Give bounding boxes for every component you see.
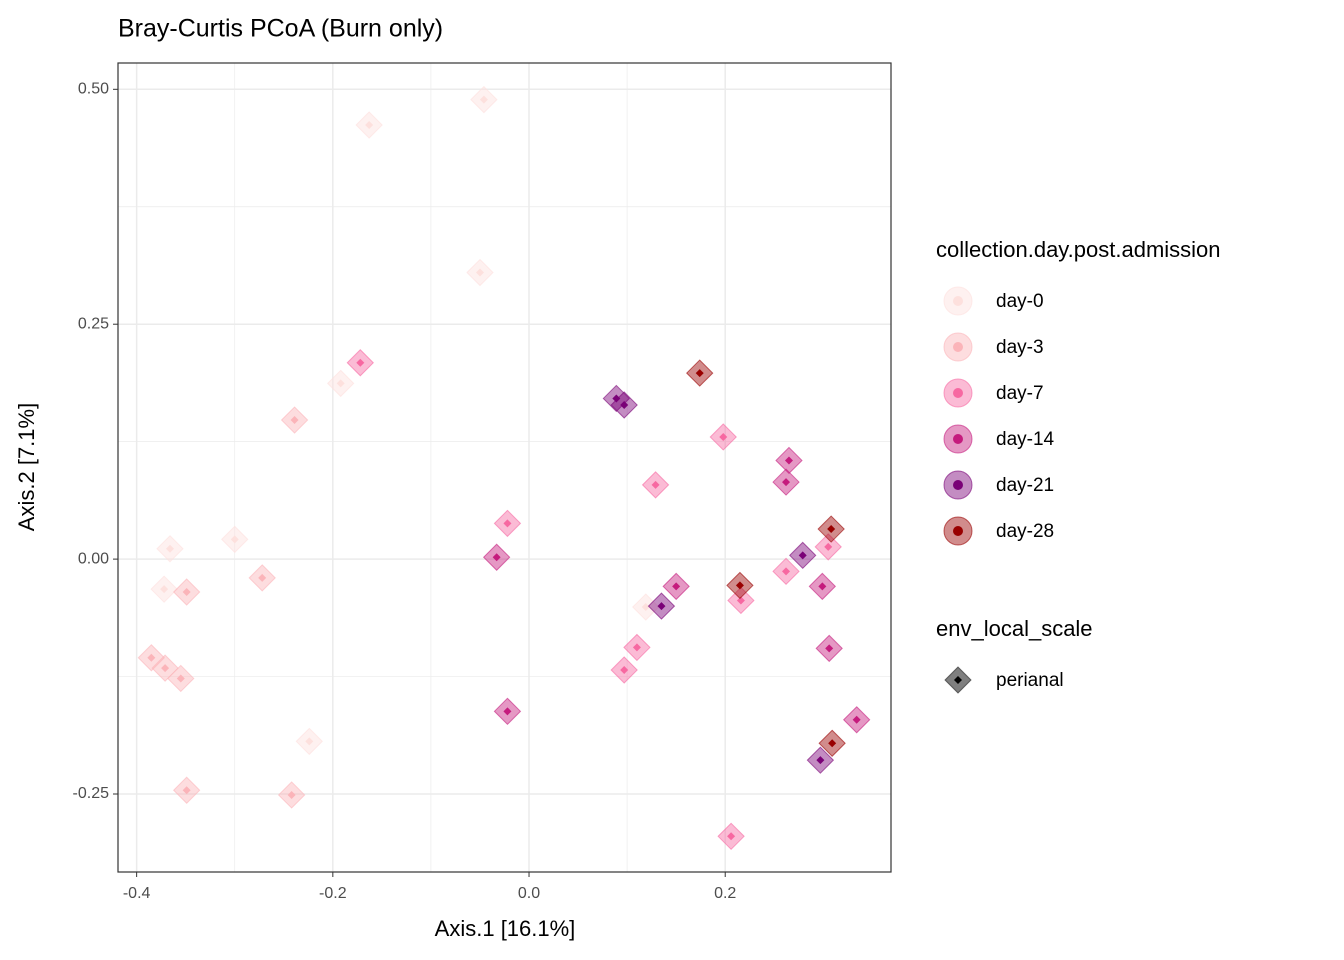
point-center xyxy=(641,603,650,612)
point-center xyxy=(825,644,834,653)
point-center xyxy=(735,581,744,590)
point-center xyxy=(782,567,791,576)
shape-legend-title: env_local_scale xyxy=(936,616,1093,641)
point-center xyxy=(784,456,793,465)
point-center xyxy=(827,525,836,534)
point-center xyxy=(182,786,191,795)
x-tick-label: 0.2 xyxy=(714,885,736,902)
point-center xyxy=(479,95,488,104)
point-center xyxy=(356,358,365,367)
y-tick-label: 0.50 xyxy=(78,81,109,98)
point-center xyxy=(147,653,156,662)
point-center xyxy=(258,573,267,582)
legend-label: day-3 xyxy=(996,337,1044,358)
legend-key-center xyxy=(953,342,963,352)
y-tick-label: -0.25 xyxy=(73,785,110,802)
point-center xyxy=(182,587,191,596)
point-center xyxy=(798,551,807,560)
legend-label: day-21 xyxy=(996,475,1054,496)
point-center xyxy=(651,480,660,489)
shape-legend-label: perianal xyxy=(996,670,1064,691)
point-center xyxy=(852,715,861,724)
x-tick-label: -0.2 xyxy=(319,885,347,902)
x-tick-label: 0.0 xyxy=(518,885,540,902)
point-center xyxy=(620,401,629,410)
point-center xyxy=(672,582,681,591)
legend-label: day-28 xyxy=(996,521,1054,542)
point-center xyxy=(612,394,621,403)
point-center xyxy=(657,602,666,611)
point-center xyxy=(695,369,704,378)
legend-key-center xyxy=(953,296,963,306)
point-center xyxy=(305,737,314,746)
point-center xyxy=(230,535,239,544)
point-center xyxy=(818,582,827,591)
panel xyxy=(118,63,891,872)
point-center xyxy=(290,416,299,425)
legend-key-center xyxy=(953,480,963,490)
point-center xyxy=(161,664,170,673)
point-center xyxy=(503,519,512,528)
point-center xyxy=(160,585,169,594)
legend-label: day-7 xyxy=(996,383,1044,404)
legend-key-center xyxy=(953,526,963,536)
point-center xyxy=(165,544,174,553)
legend-key-center xyxy=(953,434,963,444)
point-center xyxy=(176,674,185,683)
legend-title: collection.day.post.admission xyxy=(936,237,1221,262)
chart-title: Bray-Curtis PCoA (Burn only) xyxy=(118,15,443,43)
y-tick-label: 0.25 xyxy=(78,315,109,332)
point-center xyxy=(632,643,641,652)
point-center xyxy=(824,542,833,551)
point-center xyxy=(719,432,728,441)
shape-legend-key-center xyxy=(954,676,962,684)
point-center xyxy=(365,121,374,130)
point-center xyxy=(816,756,825,765)
point-center xyxy=(727,832,736,841)
y-axis-title: Axis.2 [7.1%] xyxy=(14,403,39,531)
x-axis-title: Axis.1 [16.1%] xyxy=(435,916,576,941)
point-center xyxy=(492,553,501,562)
point-center xyxy=(475,268,484,277)
point-center xyxy=(503,707,512,716)
point-center xyxy=(736,596,745,605)
legend-label: day-14 xyxy=(996,429,1055,450)
panel-border xyxy=(117,62,892,873)
legend-label: day-0 xyxy=(996,291,1044,312)
x-tick-label: -0.4 xyxy=(123,885,151,902)
legend-key-center xyxy=(953,388,963,398)
point-center xyxy=(620,665,629,674)
point-center xyxy=(782,478,791,487)
point-center xyxy=(336,379,345,388)
y-tick-label: 0.00 xyxy=(78,550,109,567)
point-center xyxy=(828,739,837,748)
point-center xyxy=(287,790,296,799)
